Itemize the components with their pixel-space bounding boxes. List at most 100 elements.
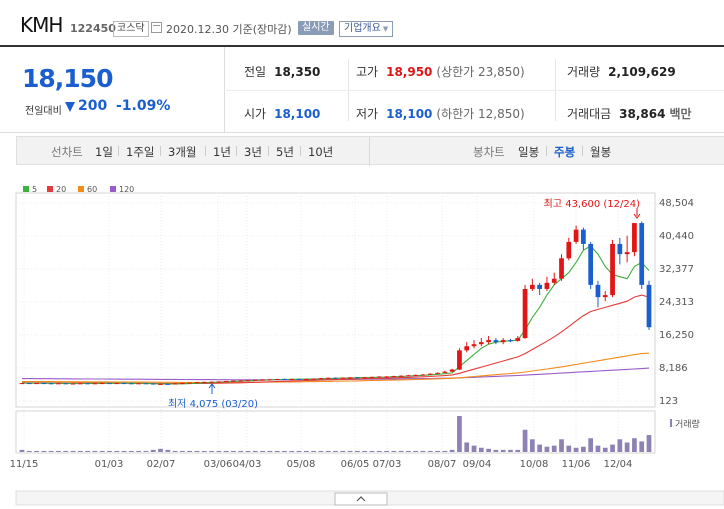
candle-body [85,383,90,385]
volume-bar [56,450,61,452]
candle-body [333,377,338,379]
amount-label: 거래대금 [567,107,612,121]
company-info-label: 기업개요 [344,23,381,34]
ma60-line [22,352,650,384]
x-tick-label: 09/04 [463,459,492,470]
volume-bar [442,450,448,452]
low-annotation: 최저 4,075 (03/20) [168,398,258,410]
tab-1w[interactable]: 1주일 [126,145,155,159]
prev-close-value: 18,350 [274,65,321,79]
tab-divider [300,146,301,156]
stock-name: KMH [20,13,63,37]
tab-divider [546,146,547,156]
candle-chart-label[interactable]: 봉차트 [473,145,505,159]
candle-body [19,383,25,385]
candle-body [406,375,411,377]
volume-bar [384,450,389,452]
stock-code: 122450 [70,22,116,35]
current-price: 18,150 [22,64,113,93]
candle-body [77,383,83,385]
candle-body [427,373,433,375]
volume-bar [48,450,54,452]
x-tick-label: 02/07 [147,459,176,470]
volume-bar [121,450,127,452]
candle-body [581,229,586,244]
chevron-down-icon: ▼ [382,25,389,33]
candle-body [252,379,258,381]
candle-body [420,374,426,376]
volume-bar [632,438,637,452]
candle-body [56,383,61,385]
candle-body [34,383,39,385]
trade-amount: 거래대금 38,864 백만 [567,105,692,122]
tab-weekly[interactable]: 주봉 [554,145,576,159]
tab-1y[interactable]: 1년 [213,145,231,159]
x-tick-label: 03/06 [204,459,233,470]
candle-body [493,340,499,343]
candle-body [325,377,331,379]
candle-body [398,375,404,377]
volume-bar [515,449,521,452]
volume: 거래량 2,109,629 [567,63,676,80]
volume-bar [427,450,433,452]
legend-swatch-5 [23,186,29,192]
stock-header: KMH 122450 코스닥 2020.12.30 기준(장마감) 실시간 기업… [0,0,724,47]
x-tick-label: 10/08 [520,459,549,470]
volume-bar [187,450,193,452]
volume-bar [99,450,105,452]
tab-5y[interactable]: 5년 [276,145,294,159]
volume-bar [92,450,98,452]
candle-body [209,381,214,383]
volume-bar [522,429,528,452]
candle-body [369,376,375,378]
tab-monthly[interactable]: 월봉 [590,145,612,159]
tab-divider [205,146,206,156]
ma5-line [21,245,650,385]
amount-value: 38,864 [619,107,666,121]
candle-body [624,252,630,255]
candle-body [376,376,382,378]
tab-1d[interactable]: 1일 [95,145,113,159]
volume-bar [194,450,200,452]
volume-bar [508,449,513,452]
volume-bar [449,449,455,452]
tab-daily[interactable]: 일봉 [518,145,540,159]
candle-body [464,346,470,351]
scroll-handle[interactable] [334,492,388,506]
y-tick-label: 40,440 [659,231,694,242]
volume-bar [355,450,360,452]
volume-bar [282,450,287,452]
candle-body [201,381,207,383]
volume-bar [136,450,142,452]
company-info-dropdown[interactable]: 기업개요 ▼ [339,21,394,37]
open-label: 시가 [244,107,267,121]
candle-body [267,379,273,381]
candle-body [318,378,324,380]
volume-bar [544,446,550,452]
volume-bar [420,450,426,452]
volume-bar [457,416,462,452]
tab-10y[interactable]: 10년 [308,145,334,159]
tab-3y[interactable]: 3년 [244,145,262,159]
legend-label-120: 120 [119,185,134,194]
candle-body [639,223,645,285]
candle-body [340,377,346,379]
candle-body [595,284,601,298]
candle-body [551,278,557,283]
amount-unit: 백만 [669,107,692,121]
volume-bar [573,447,579,452]
realtime-button[interactable]: 실시간 [298,21,334,35]
candle-body [245,380,251,382]
candle-body [486,340,491,343]
candle-body [92,383,98,385]
volume-bar [376,450,382,452]
candle-body [158,383,163,385]
high-value: 18,950 [386,65,433,79]
volume-bar [303,450,309,452]
chart-period-tabs: 선차트 1일 1주일 3개월 1년 3년 5년 10년 봉차트 일봉 주봉 월봉 [16,136,724,166]
candle-body [391,376,397,378]
line-chart-label[interactable]: 선차트 [51,145,83,159]
tab-3m[interactable]: 3개월 [168,145,197,159]
price-plot-frame [15,192,656,408]
volume-bar [318,450,324,452]
